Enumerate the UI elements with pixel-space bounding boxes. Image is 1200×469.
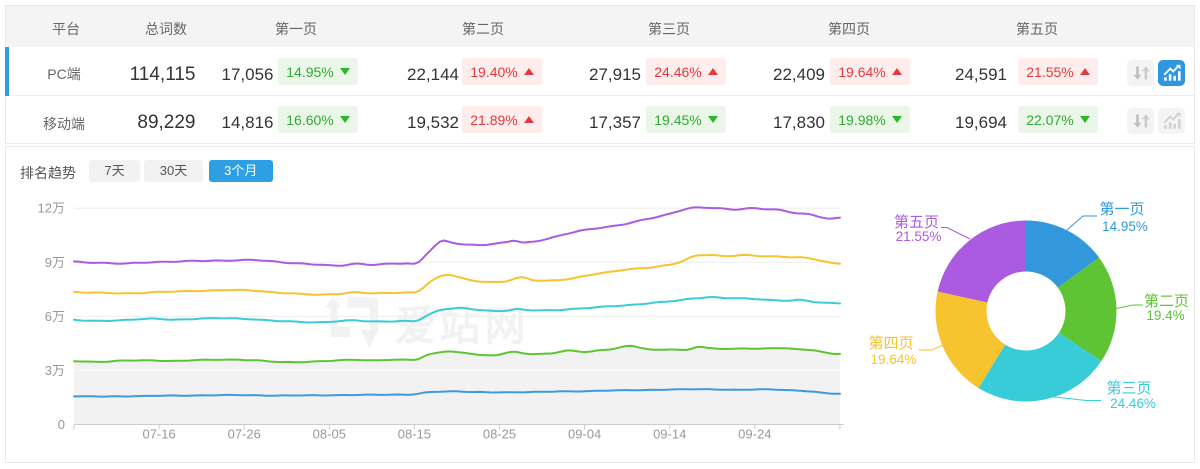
svg-text:12万: 12万	[38, 201, 65, 216]
svg-text:09-04: 09-04	[568, 427, 601, 442]
svg-text:21.55%: 21.55%	[896, 229, 942, 244]
svg-text:6万: 6万	[45, 309, 65, 324]
svg-text:3万: 3万	[45, 363, 65, 378]
svg-text:9万: 9万	[45, 255, 65, 270]
svg-text:09-14: 09-14	[653, 427, 686, 442]
svg-text:09-24: 09-24	[738, 427, 771, 442]
svg-text:07-26: 07-26	[228, 427, 261, 442]
svg-text:第三页: 第三页	[1106, 379, 1151, 397]
svg-text:19.64%: 19.64%	[871, 352, 917, 367]
svg-text:19.4%: 19.4%	[1146, 308, 1184, 323]
svg-text:08-15: 08-15	[398, 427, 431, 442]
svg-text:24.46%: 24.46%	[1110, 396, 1156, 411]
svg-text:08-05: 08-05	[313, 427, 346, 442]
svg-text:07-16: 07-16	[142, 427, 175, 442]
svg-text:14.95%: 14.95%	[1102, 219, 1148, 234]
svg-text:第五页: 第五页	[894, 213, 939, 231]
svg-text:第四页: 第四页	[868, 334, 913, 352]
svg-text:08-25: 08-25	[483, 427, 516, 442]
svg-text:第二页: 第二页	[1144, 292, 1189, 310]
svg-text:第一页: 第一页	[1099, 200, 1144, 218]
svg-text:0: 0	[58, 417, 65, 432]
